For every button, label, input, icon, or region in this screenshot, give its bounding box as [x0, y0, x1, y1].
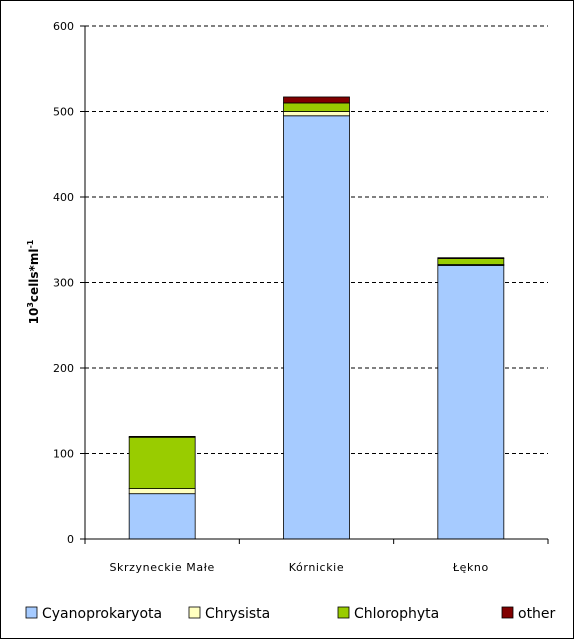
y-axis-label-mid: cells*ml [27, 249, 41, 303]
bar-segment [128, 493, 196, 540]
legend-swatch [501, 606, 514, 619]
y-tick-label: 300 [53, 277, 74, 290]
bar-segment [437, 258, 505, 265]
axes [80, 25, 549, 544]
x-tick-label: Skrzyneckie Małe [109, 561, 214, 574]
bars [128, 96, 505, 540]
legend-label: Chrysista [205, 606, 270, 622]
y-tick-labels: 0 100 200 300 400 500 600 [53, 20, 74, 546]
y-tick-label: 200 [53, 362, 74, 375]
legend-label: Cyanoprokaryota [42, 606, 162, 622]
legend-swatch [188, 606, 201, 619]
legend-label: other [518, 606, 556, 622]
legend: Cyanoprokaryota Chrysista Chlorophyta other [25, 606, 556, 622]
y-axis-label: 103cells*ml-1 [26, 239, 41, 324]
bar-segment [283, 96, 350, 104]
legend-label: Chlorophyta [354, 606, 439, 622]
bar-segment [128, 436, 196, 489]
legend-swatch [25, 606, 38, 619]
bar-segment [128, 488, 196, 495]
y-tick-label: 600 [53, 20, 74, 33]
x-tick-labels: Skrzyneckie Małe Kórnickie Łękno [109, 561, 488, 574]
bar-segment [283, 111, 350, 117]
x-tick-label: Łękno [452, 561, 489, 574]
y-tick-label: 0 [67, 533, 74, 546]
bar-segment [437, 264, 505, 540]
y-tick-label: 100 [53, 448, 74, 461]
bar-segment [283, 102, 350, 112]
legend-swatch [337, 606, 350, 619]
bar-segment [437, 257, 505, 259]
bar-segment [128, 435, 196, 438]
bar-segment [283, 115, 350, 540]
y-axis-label-exp: 3 [26, 302, 35, 308]
x-tick-label: Kórnickie [289, 561, 344, 574]
y-axis-label-base: 10 [27, 308, 41, 325]
y-axis-label-exp2: -1 [26, 239, 35, 248]
y-tick-label: 400 [53, 191, 74, 204]
y-tick-label: 500 [53, 106, 74, 119]
